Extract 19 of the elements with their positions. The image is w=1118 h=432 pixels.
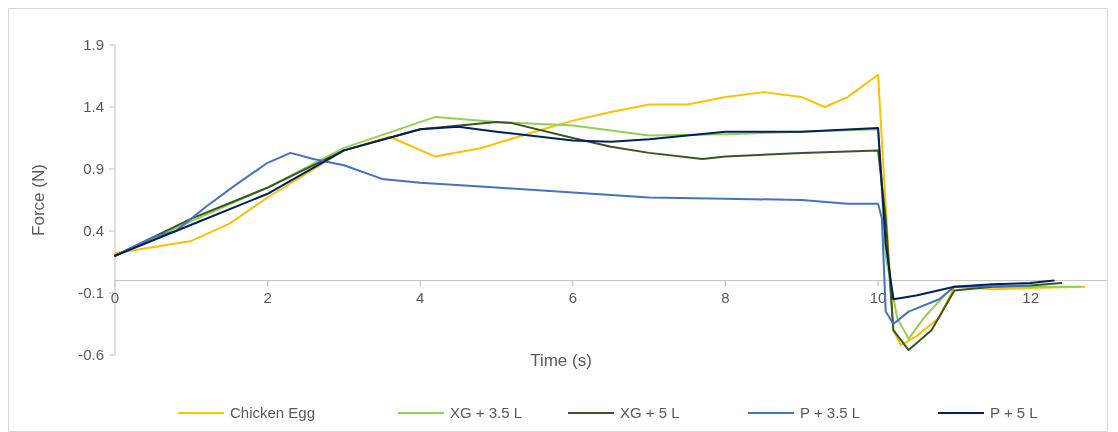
legend-label: Chicken Egg (230, 404, 316, 422)
x-tick-label: 0 (110, 288, 120, 306)
x-tick-label: 2 (263, 288, 272, 306)
legend-label: P + 3.5 L (800, 404, 861, 422)
x-tick-label: 8 (721, 288, 730, 306)
y-tick-label: 0.4 (83, 222, 104, 240)
legend-label: XG + 5 L (620, 404, 680, 422)
x-tick-label: 4 (416, 288, 425, 306)
y-tick-label: 1.4 (83, 98, 104, 116)
x-tick-label: 12 (1022, 288, 1040, 306)
y-tick-label: 1.9 (83, 36, 104, 54)
x-tick-label: 6 (568, 288, 578, 306)
legend-label: P + 5 L (990, 404, 1038, 422)
y-axis-title: Force (N) (29, 164, 48, 236)
y-tick-label: -0.6 (78, 346, 104, 364)
y-tick-label: 0.9 (83, 160, 104, 178)
legend-label: XG + 3.5 L (450, 404, 523, 422)
y-tick-label: -0.1 (78, 284, 104, 302)
x-axis-title: Time (s) (530, 351, 592, 370)
